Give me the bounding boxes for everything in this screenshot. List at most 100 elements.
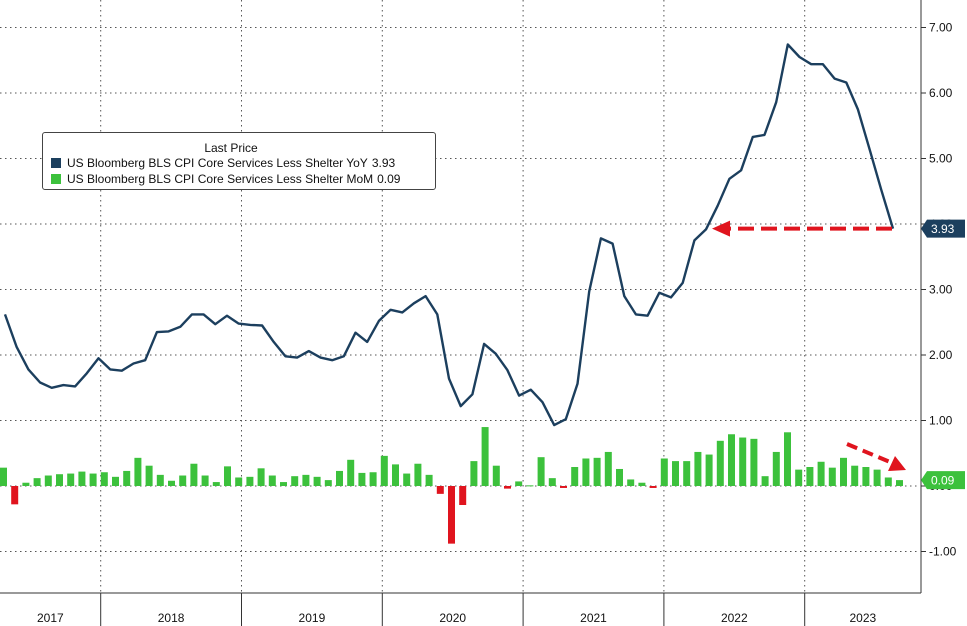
mom-bar: [492, 465, 500, 486]
mom-bar: [896, 480, 903, 486]
mom-bar: [414, 463, 422, 486]
legend-entry-mom: US Bloomberg BLS CPI Core Services Less …: [43, 171, 435, 187]
mom-bar: [548, 478, 556, 486]
mom-bar: [201, 475, 209, 486]
yoy-line: [3, 43, 895, 427]
legend-entry-yoy: US Bloomberg BLS CPI Core Services Less …: [43, 155, 435, 171]
mom-bar: [0, 467, 7, 486]
dashed-arrow-shaft-2: [846, 442, 891, 464]
mom-bars: [0, 427, 903, 544]
mom-bar: [582, 458, 590, 486]
mom-bar: [660, 458, 668, 486]
mom-bar: [694, 451, 702, 486]
mom-bar: [67, 473, 75, 486]
last-value-tag-mom-text: 0.09: [931, 474, 955, 488]
mom-bar: [571, 467, 579, 486]
last-value-tag-yoy-text: 3.93: [931, 222, 955, 236]
mom-bar: [470, 461, 478, 486]
mom-bar: [750, 438, 758, 486]
mom-bar: [134, 457, 142, 486]
legend-value-mom: 0.09: [377, 172, 401, 186]
legend: Last Price US Bloomberg BLS CPI Core Ser…: [42, 132, 436, 190]
legend-label-mom: US Bloomberg BLS CPI Core Services Less …: [67, 172, 374, 186]
last-value-tags: 3.93 0.09: [921, 219, 965, 490]
mom-bar: [302, 474, 310, 486]
mom-bar: [884, 477, 892, 486]
mom-bar: [593, 457, 601, 486]
mom-bar: [168, 480, 175, 486]
mom-bar: [324, 480, 332, 486]
x-axis: 2017 2018 2019 2020 2021 2022 2023: [0, 592, 921, 625]
yoy-line-layer: [3, 43, 895, 427]
mom-bar: [862, 467, 870, 486]
mom-bar: [179, 475, 187, 486]
mom-bar: [145, 465, 153, 486]
mom-bar: [672, 461, 679, 486]
mom-bar: [716, 440, 724, 486]
mom-bar: [649, 486, 657, 488]
mom-bar: [268, 475, 276, 486]
y-tick-label: 6.00: [929, 86, 953, 100]
legend-swatch-mom: [51, 174, 61, 184]
x-tick-label: 2019: [299, 611, 326, 625]
mom-bar: [683, 461, 691, 486]
mom-bar: [638, 482, 646, 486]
mom-bar: [425, 474, 433, 486]
mom-bar: [291, 476, 299, 486]
legend-title: Last Price: [204, 141, 258, 155]
mom-bar: [280, 482, 287, 486]
mom-bar: [190, 463, 198, 486]
legend-label-yoy: US Bloomberg BLS CPI Core Services Less …: [67, 156, 368, 170]
mom-bar: [604, 451, 612, 486]
mom-bar: [616, 468, 623, 486]
y-tick-label: 2.00: [929, 348, 953, 362]
legend-swatch-yoy: [51, 158, 61, 168]
mom-bar: [369, 472, 377, 486]
mom-bar: [784, 432, 791, 486]
mom-bar: [313, 476, 321, 486]
mom-bar: [526, 485, 534, 487]
mom-bar: [627, 479, 635, 486]
mom-bar: [459, 486, 467, 505]
arrow-head-down-right: [888, 456, 906, 471]
mom-bar: [336, 470, 343, 486]
mom-bar: [44, 475, 52, 486]
mom-bar: [537, 457, 545, 486]
y-tick-label: -1.00: [929, 545, 957, 559]
mom-bar: [33, 478, 41, 486]
mom-bar: [56, 474, 63, 486]
mom-bar: [772, 451, 780, 486]
mom-bar: [817, 461, 825, 486]
year-dividers: [100, 593, 806, 626]
annotations: [712, 220, 906, 471]
mom-bar: [392, 464, 399, 486]
mom-bar: [851, 465, 859, 486]
mom-bar: [728, 434, 735, 486]
last-value-tag-yoy-bg: [921, 219, 965, 238]
y-tick-label: 5.00: [929, 152, 953, 166]
arrow-head-left: [712, 220, 730, 237]
x-tick-label: 2022: [721, 611, 748, 625]
x-tick-label: 2021: [580, 611, 607, 625]
mom-bar: [761, 476, 769, 486]
mom-bar: [515, 481, 523, 486]
mom-bar: [11, 486, 19, 505]
y-axis: 7.006.005.004.003.002.001.000.00-1.00: [920, 0, 957, 593]
mom-bar: [481, 427, 489, 486]
legend-value-yoy: 3.93: [371, 156, 396, 170]
last-value-tag-mom-bg: [921, 471, 965, 490]
mom-bar: [212, 482, 220, 486]
mom-bar: [873, 469, 881, 486]
x-tick-label: 2023: [849, 611, 876, 625]
mom-bar: [100, 472, 108, 486]
mom-bar: [795, 469, 803, 486]
x-tick-label: 2018: [158, 611, 185, 625]
mom-bar: [828, 467, 836, 486]
mom-bar: [705, 454, 713, 486]
x-tick-label: 2020: [439, 611, 466, 625]
mom-bar: [22, 482, 30, 486]
mom-bar: [123, 470, 131, 486]
mom-bar: [739, 437, 747, 486]
mom-bar: [89, 473, 97, 486]
